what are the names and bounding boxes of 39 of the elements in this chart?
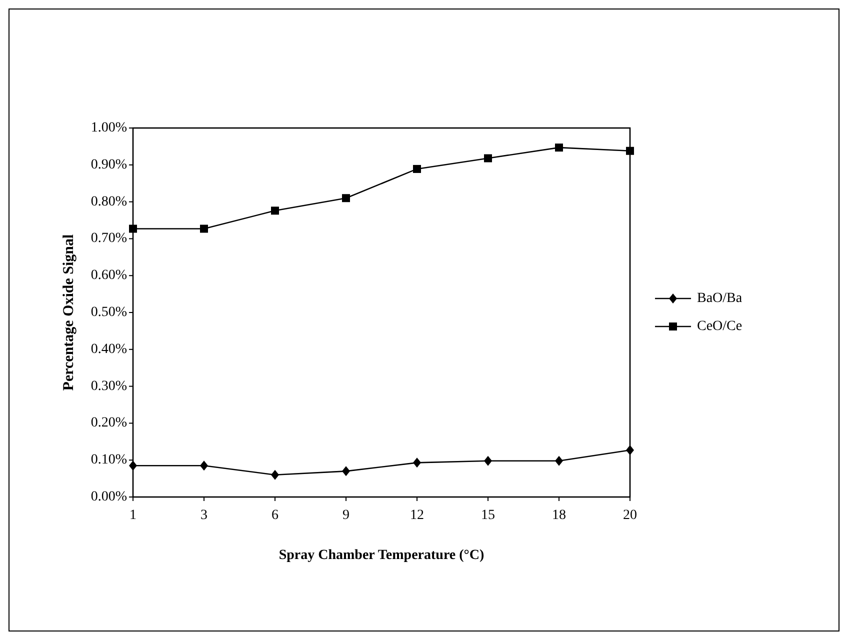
point	[200, 224, 208, 233]
x-tick-label: 20	[623, 508, 637, 523]
point	[342, 466, 350, 476]
point	[626, 146, 634, 155]
x-tick-label: 12	[410, 508, 424, 523]
y-tick-label: 0.30%	[90, 378, 128, 394]
y-tick-label: 0.60%	[90, 268, 128, 284]
y-tick-label: 0.90%	[90, 157, 128, 172]
point	[626, 445, 634, 456]
x-tick-label: 15	[481, 508, 495, 523]
point	[413, 164, 421, 173]
y-tick-label: 0.80%	[90, 194, 128, 210]
x-tick-label: 18	[552, 508, 566, 523]
x-tick-label: 1	[130, 508, 136, 523]
point	[484, 456, 492, 466]
legend-label: CeO/Ce	[697, 319, 742, 334]
y-axis-title: Percentage Oxide Signal	[61, 234, 77, 391]
point	[271, 206, 279, 215]
y-tick-label: 0.20%	[90, 416, 128, 431]
point	[413, 458, 421, 468]
x-tick-label: 9	[342, 508, 350, 523]
point	[484, 154, 492, 162]
y-tick-label: 0.40%	[90, 342, 128, 357]
point	[342, 194, 350, 202]
y-tick-label: 0.00%	[90, 490, 128, 504]
x-tick-label: 6	[272, 508, 278, 523]
point	[555, 456, 563, 466]
y-tick-label: 1.00%	[90, 120, 128, 136]
point	[271, 470, 279, 480]
x-axis-title: Spray Chamber Temperature (°C)	[278, 548, 485, 563]
x-tick-label: 3	[200, 508, 208, 523]
point	[129, 224, 137, 233]
point	[555, 144, 563, 152]
y-tick-label: 0.70%	[90, 231, 128, 246]
point	[200, 460, 208, 471]
legend-label: BaO/Ba	[697, 291, 743, 306]
y-tick-label: 0.50%	[90, 305, 128, 320]
point	[129, 460, 137, 471]
y-tick-label: 0.10%	[90, 452, 128, 468]
